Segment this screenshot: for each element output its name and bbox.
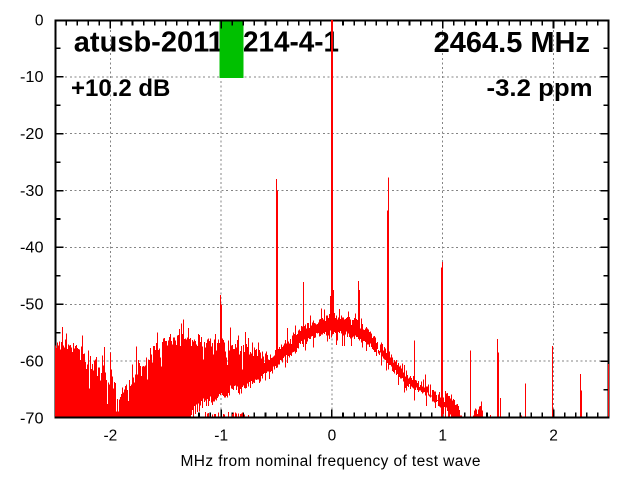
svg-text:0: 0 [35,12,44,29]
svg-text:-1: -1 [214,427,228,444]
svg-text:+10.2 dB: +10.2 dB [71,75,170,102]
svg-text:2464.5 MHz: 2464.5 MHz [434,27,590,59]
svg-text:-40: -40 [20,240,44,257]
svg-text:-20: -20 [20,126,44,143]
svg-text:2: 2 [549,427,558,444]
svg-text:atusb-2011: atusb-2011 [74,27,224,59]
svg-text:1: 1 [438,427,447,444]
svg-text:-60: -60 [20,353,44,370]
svg-text:-10: -10 [20,69,44,86]
svg-text:0: 0 [328,427,337,444]
svg-text:214-4-1: 214-4-1 [243,27,339,59]
svg-text:-3.2 ppm: -3.2 ppm [487,75,593,102]
svg-text:-2: -2 [104,427,118,444]
svg-text:-30: -30 [20,183,44,200]
svg-text:MHz from nominal frequency of: MHz from nominal frequency of test wave [181,453,481,470]
svg-text:-50: -50 [20,297,44,314]
svg-text:-70: -70 [20,410,44,427]
